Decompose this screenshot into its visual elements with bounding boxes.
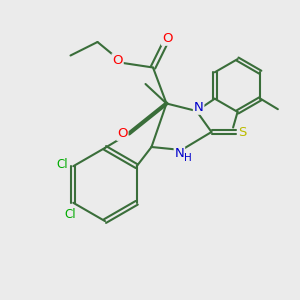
Text: O: O — [112, 54, 123, 67]
Text: N: N — [194, 101, 203, 114]
Text: S: S — [238, 125, 246, 139]
Text: N: N — [175, 147, 184, 160]
Text: O: O — [162, 32, 172, 45]
Text: O: O — [117, 127, 128, 140]
Text: Cl: Cl — [56, 158, 68, 171]
Text: H: H — [184, 153, 192, 164]
Text: Cl: Cl — [64, 208, 76, 221]
